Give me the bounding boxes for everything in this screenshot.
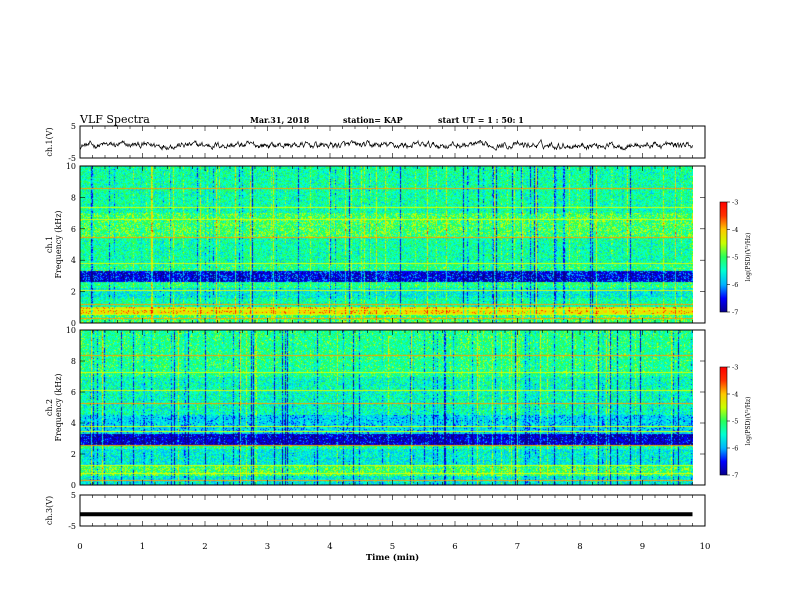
colorbar-label: log(PSD)(V²/Hz): [745, 397, 752, 446]
colorbar-tick-label: -4: [732, 391, 738, 399]
panel-frame-3: 0 2 4 6 8 10 ch.2 Frequency (kHz): [45, 326, 706, 490]
date-label: Mar.31, 2018: [250, 115, 310, 125]
panel-frame-2: 0 2 4 6 8 10 ch.1 Frequency (kHz): [45, 162, 706, 328]
spectrogram-ch1: [80, 166, 693, 323]
colorbar-tick-label: -6: [732, 281, 738, 289]
colorbar-tick-label: -4: [732, 226, 738, 234]
x-axis-label: Time (min): [366, 552, 419, 563]
spectrogram-ch2-image: [80, 330, 693, 485]
start-ut-label: start UT = 1 : 50: 1: [438, 115, 524, 125]
y-tick-label: 8: [71, 193, 76, 202]
x-tick-label: 5: [390, 542, 395, 552]
colorbar-tick-label: -3: [732, 364, 738, 372]
x-tick-label: 10: [700, 542, 711, 552]
colorbar-label: log(PSD)(V²/Hz): [745, 233, 752, 282]
y-tick-label: 6: [71, 388, 76, 397]
x-axis: 0 1 2 3 4 5 6 7 8 9 10 Time (min): [77, 542, 710, 563]
y-axis-label: ch.2: [45, 399, 54, 416]
x-tick-label: 9: [640, 542, 645, 552]
y-tick-label: 0: [71, 481, 76, 490]
colorbar-tick-label: -5: [732, 418, 738, 426]
x-tick-label: 7: [515, 542, 520, 552]
y-axis-label: Frequency (kHz): [54, 210, 63, 278]
x-tick-label: 2: [202, 542, 207, 552]
y-tick-label: 10: [66, 326, 76, 335]
panel-frame-4: 5 -5 ch.3(V): [45, 491, 706, 531]
station-label: station= KAP: [343, 115, 403, 125]
y-tick-label: -5: [68, 154, 76, 163]
y-tick-label: 5: [71, 122, 76, 131]
y-tick-label: 5: [71, 491, 76, 500]
y-tick-label: 4: [71, 419, 76, 428]
ch1-signal-line: [79, 138, 693, 151]
x-tick-label: 6: [452, 542, 457, 552]
colorbar-tick-label: -6: [732, 445, 738, 453]
spectrogram-ch2: [80, 330, 693, 485]
colorbar-scale: [719, 366, 728, 476]
y-tick-label: 0: [71, 319, 76, 328]
figure-title: VLF Spectra: [80, 113, 150, 126]
spectrogram-ch1-image: [80, 166, 693, 323]
x-tick-label: 8: [577, 542, 582, 552]
x-tick-label: 4: [327, 542, 332, 552]
panel-frame-1: 5 -5 ch.1(V): [45, 122, 706, 163]
waveform-ch1: [79, 138, 693, 151]
x-tick-label: 1: [140, 542, 145, 552]
colorbar-2: -3 -4 -5 -6 -7 log(PSD)(V²/Hz): [719, 364, 752, 480]
y-tick-label: 6: [71, 225, 76, 234]
y-tick-label: -5: [68, 522, 76, 531]
y-tick-label: 8: [71, 357, 76, 366]
colorbar-tick-label: -7: [732, 472, 738, 480]
colorbar-1: -3 -4 -5 -6 -7 log(PSD)(V²/Hz): [719, 199, 752, 317]
y-axis-label: ch.1(V): [45, 127, 54, 156]
y-axis-label: Frequency (kHz): [54, 373, 63, 441]
colorbar-tick-label: -7: [732, 309, 738, 317]
y-tick-label: 2: [71, 288, 76, 297]
colorbar-tick-label: -5: [732, 254, 738, 262]
y-tick-label: 2: [71, 450, 76, 459]
y-axis-label: ch.1: [45, 236, 54, 253]
x-tick-label: 0: [77, 542, 82, 552]
x-tick-label: 3: [265, 542, 270, 552]
colorbar-scale: [719, 201, 728, 313]
y-tick-label: 10: [66, 162, 76, 171]
colorbar-tick-label: -3: [732, 199, 738, 207]
y-tick-label: 4: [71, 256, 76, 265]
y-axis-label: ch.3(V): [45, 496, 54, 525]
